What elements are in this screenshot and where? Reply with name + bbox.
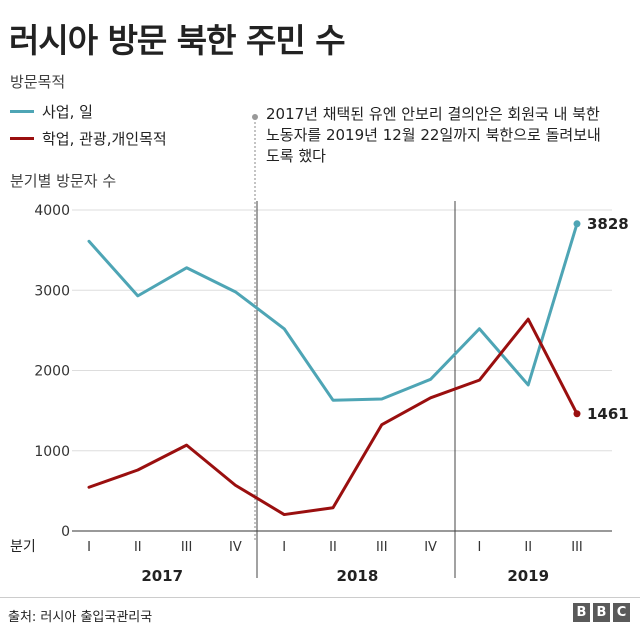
end-point: [573, 410, 581, 418]
x-tick-label: IV: [229, 540, 242, 555]
annotation-text: 2017년 채택된 유엔 안보리 결의안은 회원국 내 북한 노동자를 2019…: [266, 105, 601, 165]
x-tick-label: III: [571, 540, 583, 555]
year-label: 2017: [141, 567, 183, 585]
legend-label-business: 사업, 일: [42, 103, 93, 121]
legend-swatch-study-tourism: [10, 137, 34, 140]
end-value-label: 1461: [587, 405, 629, 423]
legend-item-business: 사업, 일: [10, 101, 93, 122]
x-tick-label: I: [282, 540, 286, 555]
y-tick-label: 0: [61, 524, 70, 540]
x-axis-prefix: 분기: [10, 539, 36, 555]
x-tick-label: I: [477, 540, 481, 555]
end-value-label: 3828: [587, 215, 629, 233]
x-tick-label: II: [134, 540, 142, 555]
y-tick-label: 2000: [34, 364, 70, 380]
x-tick-label: III: [181, 540, 193, 555]
footer-rule: [0, 597, 640, 598]
annotation-marker: [252, 114, 258, 120]
legend-item-study-tourism: 학업, 관광,개인목적: [10, 128, 167, 149]
series-line: [87, 317, 579, 517]
year-dividers: [252, 114, 456, 578]
y-tick-label: 4000: [34, 203, 70, 219]
x-tick-label: III: [376, 540, 388, 555]
chart-title: 러시아 방문 북한 주민 수: [9, 21, 346, 60]
end-points: [573, 220, 581, 418]
year-label: 2019: [507, 567, 549, 585]
y-axis-label: 분기별 방문자 수: [10, 172, 117, 190]
legend-label-study-tourism: 학업, 관광,개인목적: [42, 130, 167, 148]
x-tick-label: II: [329, 540, 337, 555]
end-point: [573, 220, 581, 228]
bbc-logo-letter: B: [593, 603, 610, 622]
bbc-logo-letter: B: [573, 603, 590, 622]
year-label: 2018: [337, 567, 379, 585]
source-note: 출처: 러시아 출입국관리국: [8, 610, 153, 625]
x-tick-label: IV: [424, 540, 437, 555]
bbc-logo-letter: C: [613, 603, 630, 622]
grid-lines: [72, 209, 612, 532]
y-tick-label: 3000: [34, 283, 70, 299]
series-lines: [87, 222, 579, 517]
series-line: [87, 222, 579, 402]
x-tick-label: II: [524, 540, 532, 555]
x-tick-label: I: [87, 540, 91, 555]
y-tick-label: 1000: [34, 444, 70, 460]
legend-swatch-business: [10, 110, 34, 113]
legend-title: 방문목적: [10, 73, 66, 91]
